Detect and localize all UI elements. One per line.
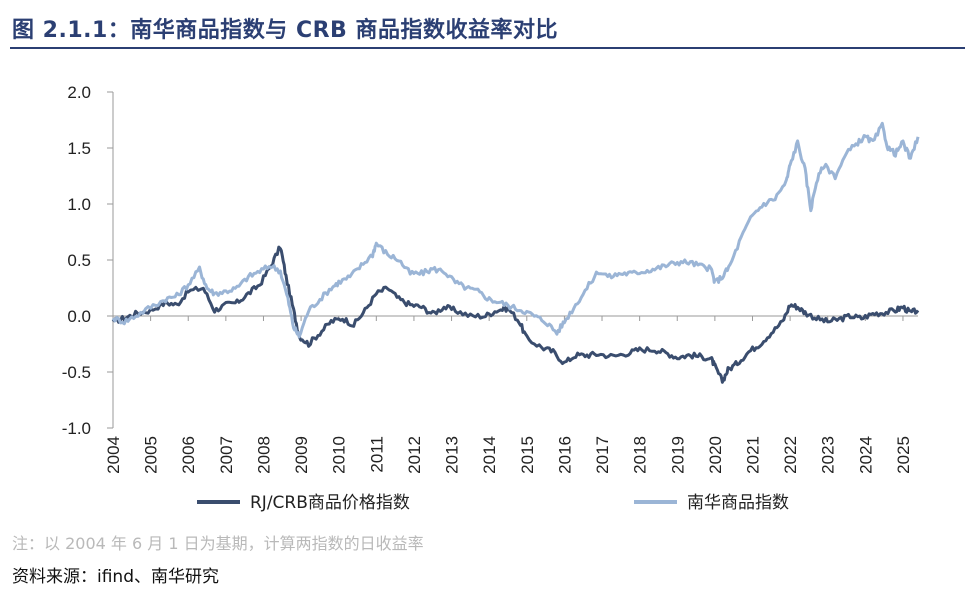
x-tick-label: 2006 [179, 436, 198, 474]
x-tick-label: 2007 [217, 436, 236, 474]
series-line-nanhua [111, 121, 920, 339]
y-tick-label: -0.5 [62, 363, 91, 382]
x-tick-label: 2019 [668, 436, 687, 474]
x-tick-label: 2011 [367, 436, 386, 473]
x-tick-label: 2025 [894, 436, 913, 474]
x-tick-label: 2008 [254, 436, 273, 474]
title-underline [10, 47, 965, 49]
x-tick-label: 2005 [142, 436, 161, 474]
chart-note: 注：以 2004 年 6 月 1 日为基期，计算两指数的日收益率 [12, 534, 424, 553]
x-tick-label: 2014 [480, 436, 499, 474]
x-tick-label: 2022 [781, 436, 800, 474]
x-tick-label: 2012 [405, 436, 424, 474]
x-tick-label: 2021 [743, 436, 762, 474]
legend-label: 南华商品指数 [687, 493, 789, 513]
y-tick-label: 0.0 [67, 307, 91, 326]
x-tick-label: 2024 [856, 436, 875, 474]
x-tick-label: 2018 [631, 436, 650, 474]
x-tick-label: 2013 [443, 436, 462, 474]
x-tick-label: 2010 [330, 436, 349, 474]
chart-title: 图 2.1.1：南华商品指数与 CRB 商品指数收益率对比 [12, 18, 558, 43]
x-tick-label: 2009 [292, 436, 311, 474]
legend-label: RJ/CRB商品价格指数 [250, 493, 410, 513]
x-tick-label: 2023 [819, 436, 838, 474]
y-tick-label: 1.5 [67, 139, 91, 158]
series-line-rj-crb [111, 245, 920, 384]
x-tick-label: 2016 [555, 436, 574, 474]
x-tick-label: 2015 [518, 436, 537, 474]
x-tick-label: 2017 [593, 436, 612, 474]
y-tick-label: -1.0 [62, 419, 91, 438]
x-tick-label: 2004 [104, 436, 123, 474]
chart-svg: 2.0 1.5 1.0 0.5 0.0 -0.5 -1.0 2004 2005 2006 2007 2… [62, 83, 920, 513]
y-tick-label: 2.0 [67, 83, 91, 102]
chart-source: 资料来源：ifind、南华研究 [12, 567, 219, 587]
y-tick-label: 0.5 [67, 251, 91, 270]
y-tick-label: 1.0 [67, 195, 91, 214]
x-tick-label: 2020 [706, 436, 725, 474]
